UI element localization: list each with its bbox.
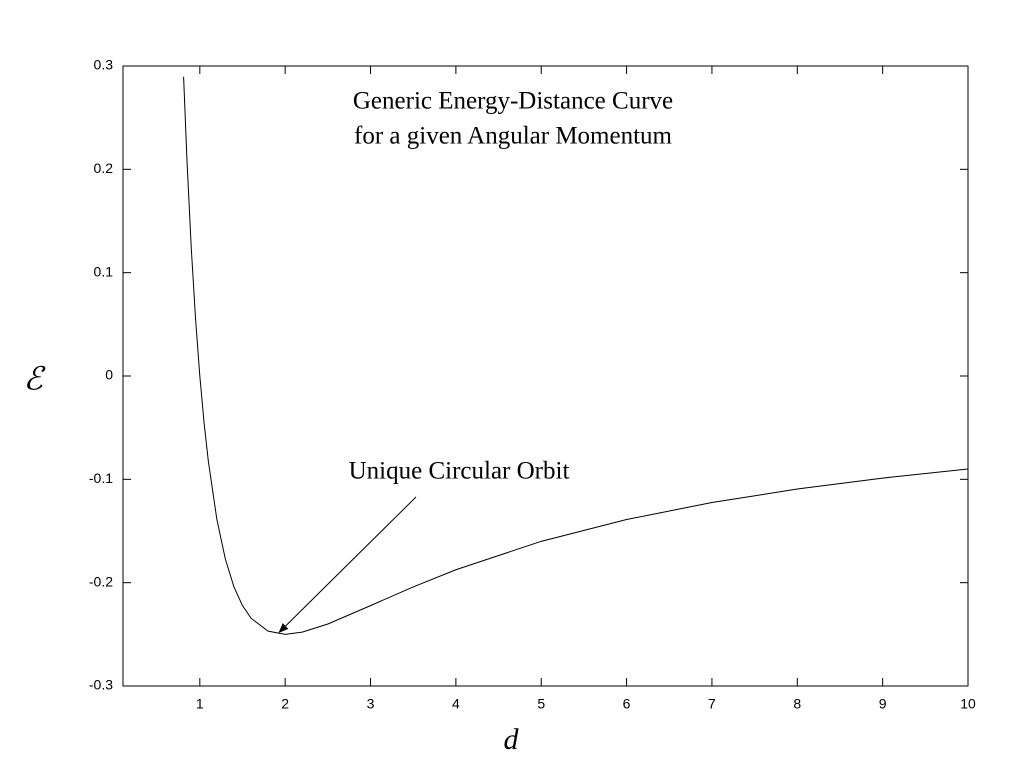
x-tick-label: 6 (623, 696, 631, 712)
y-tick-label: 0 (105, 367, 113, 383)
x-tick-label: 7 (708, 696, 716, 712)
x-tick-label: 3 (367, 696, 375, 712)
annotation-text: Unique Circular Orbit (349, 458, 570, 485)
x-axis-label: d (504, 723, 520, 756)
y-tick-label: -0.1 (89, 470, 113, 486)
curve (183, 76, 968, 635)
y-tick-label: 0.1 (94, 263, 114, 279)
x-tick-label: 1 (196, 696, 204, 712)
plot-frame (122, 65, 969, 687)
x-tick-label: 9 (879, 696, 887, 712)
y-axis-label: ℰ (23, 360, 46, 396)
y-tick-label: 0.2 (94, 160, 114, 176)
x-tick-label: 10 (960, 696, 976, 712)
y-tick-label: 0.3 (94, 57, 114, 73)
x-tick-label: 2 (281, 696, 289, 712)
x-tick-label: 5 (537, 696, 545, 712)
chart-title: Generic Energy-Distance Curve (353, 88, 673, 115)
y-tick-label: -0.3 (89, 677, 113, 693)
x-tick-label: 8 (793, 696, 801, 712)
y-tick-label: -0.2 (89, 573, 113, 589)
chart-subtitle: for a given Angular Momentum (354, 123, 673, 150)
annotation-arrow (278, 496, 417, 634)
x-tick-label: 4 (452, 696, 460, 712)
